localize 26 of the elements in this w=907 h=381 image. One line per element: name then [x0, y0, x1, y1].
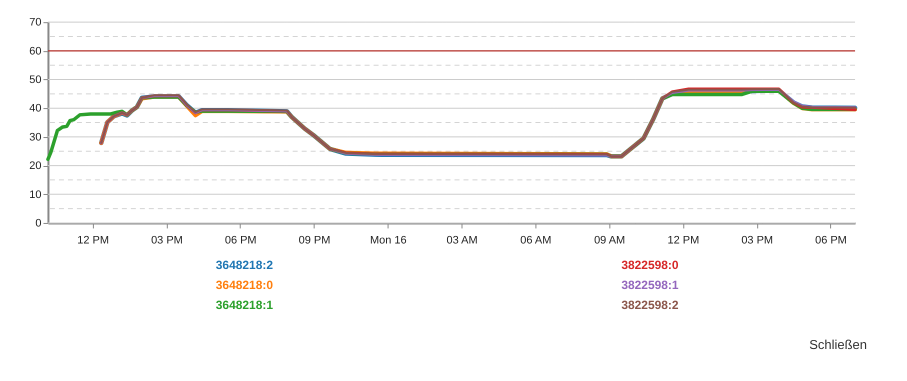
text: 3822598:2 — [621, 298, 679, 312]
text: 3822598:1 — [621, 278, 679, 292]
x-tick-label: 09 AM — [594, 234, 626, 246]
x-tick-label: 06 PM — [224, 234, 257, 246]
y-tick-label: 50 — [29, 74, 42, 86]
text: Schließen — [809, 336, 867, 352]
y-tick-label: 10 — [29, 188, 42, 201]
y-tick-label: 20 — [29, 160, 42, 172]
x-tick-label: 03 PM — [741, 234, 774, 246]
y-tick-label: 0 — [35, 217, 42, 230]
x-tick-label: 12 PM — [77, 234, 109, 246]
text: 3648218:0 — [216, 278, 274, 292]
x-tick-label: 06 AM — [520, 234, 552, 246]
x-tick-label: 12 PM — [668, 234, 700, 246]
x-tick-label: 03 PM — [151, 234, 183, 246]
y-tick-label: 60 — [29, 45, 42, 58]
y-tick-label: 30 — [29, 131, 42, 144]
y-tick-label: 40 — [29, 102, 42, 115]
text: 3648218:2 — [216, 258, 274, 272]
text: 3822598:0 — [621, 258, 679, 272]
y-tick-label: 70 — [29, 16, 42, 29]
x-tick-label: 09 PM — [298, 234, 330, 246]
x-tick-label: Mon 16 — [370, 234, 407, 246]
x-tick-label: 03 AM — [446, 234, 478, 246]
text: 3648218:1 — [216, 298, 274, 312]
x-tick-label: 06 PM — [815, 234, 847, 246]
